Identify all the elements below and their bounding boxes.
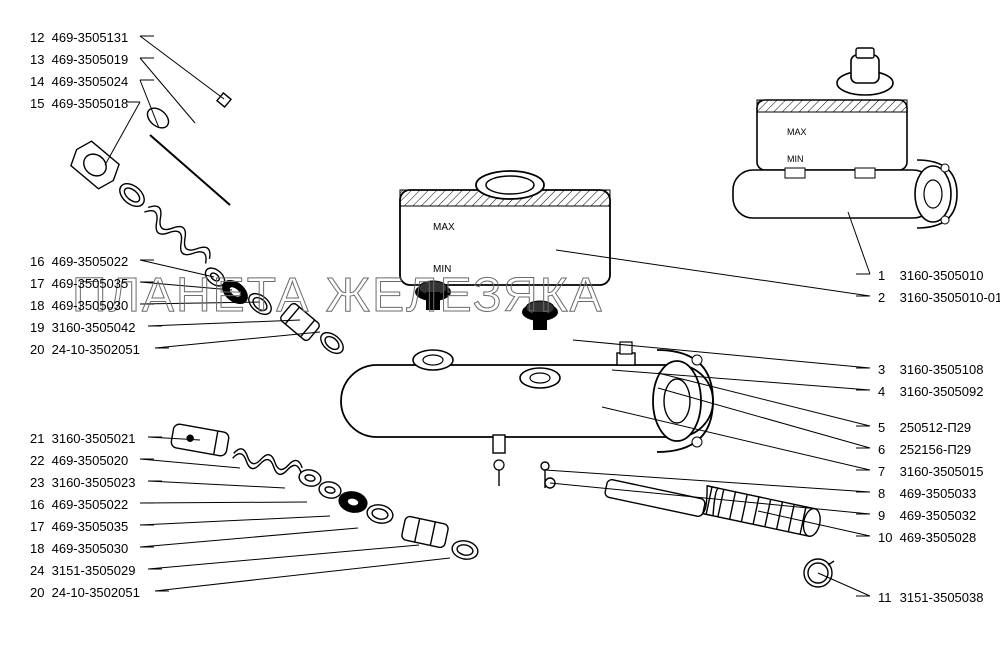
callout-number: 7 [878, 464, 896, 480]
callout-number: 22 [30, 453, 48, 469]
svg-text:MAX: MAX [433, 222, 455, 233]
callout-code: 469-3505024 [48, 74, 128, 89]
parts-illustration: MAX MIN MAX MIN [0, 0, 1000, 659]
callout-number: 5 [878, 420, 896, 436]
callout-number: 15 [30, 96, 48, 112]
callout-number: 1 [878, 268, 896, 284]
callout-label: 12 469-3505131 [30, 30, 128, 46]
callout-number: 21 [30, 431, 48, 447]
callout-number: 20 [30, 585, 48, 601]
callout-code: 469-3505033 [896, 486, 976, 501]
callout-number: 13 [30, 52, 48, 68]
callout-code: 469-3505032 [896, 508, 976, 523]
callout-code: 469-3505018 [48, 96, 128, 111]
callout-label: 6 252156-П29 [878, 442, 971, 458]
callout-code: 3151-3505029 [48, 563, 135, 578]
callout-label: 11 3151-3505038 [878, 590, 983, 606]
callout-label: 22 469-3505020 [30, 453, 128, 469]
callout-number: 19 [30, 320, 48, 336]
callout-code: 3160-3505015 [896, 464, 983, 479]
callout-label: 16 469-3505022 [30, 254, 128, 270]
callout-label: 20 24-10-3502051 [30, 342, 140, 358]
callout-number: 9 [878, 508, 896, 524]
callout-label: 18 469-3505030 [30, 541, 128, 557]
callout-code: 24-10-3502051 [48, 342, 140, 357]
callout-number: 24 [30, 563, 48, 579]
callout-code: 24-10-3502051 [48, 585, 140, 600]
svg-text:MAX: MAX [787, 127, 807, 137]
callout-label: 15 469-3505018 [30, 96, 128, 112]
callout-label: 23 3160-3505023 [30, 475, 135, 491]
callout-number: 16 [30, 497, 48, 513]
callout-code: 469-3505020 [48, 453, 128, 468]
callout-number: 6 [878, 442, 896, 458]
callout-label: 16 469-3505022 [30, 497, 128, 513]
callout-label: 7 3160-3505015 [878, 464, 983, 480]
callout-number: 18 [30, 298, 48, 314]
callout-label: 17 469-3505035 [30, 519, 128, 535]
callout-label: 18 469-3505030 [30, 298, 128, 314]
callout-number: 2 [878, 290, 896, 306]
callout-label: 9 469-3505032 [878, 508, 976, 524]
callout-code: 469-3505035 [48, 519, 128, 534]
callout-code: 3160-3505010-01 [896, 290, 1000, 305]
callout-label: 2 3160-3505010-01 [878, 290, 1000, 306]
callout-code: 3160-3505042 [48, 320, 135, 335]
callout-number: 16 [30, 254, 48, 270]
callout-number: 17 [30, 276, 48, 292]
callout-number: 17 [30, 519, 48, 535]
callout-label: 17 469-3505035 [30, 276, 128, 292]
callout-code: 3160-3505010 [896, 268, 983, 283]
callout-label: 1 3160-3505010 [878, 268, 983, 284]
callout-label: 21 3160-3505021 [30, 431, 135, 447]
callout-code: 469-3505030 [48, 541, 128, 556]
callout-code: 3151-3505038 [896, 590, 983, 605]
callout-label: 3 3160-3505108 [878, 362, 983, 378]
callout-label: 19 3160-3505042 [30, 320, 135, 336]
callout-number: 10 [878, 530, 896, 546]
callout-code: 469-3505022 [48, 497, 128, 512]
callout-number: 11 [878, 590, 896, 606]
watermark-text: ПЛАНЕТА ЖЕЛЕЗЯКА [72, 268, 604, 323]
callout-label: 13 469-3505019 [30, 52, 128, 68]
callout-number: 20 [30, 342, 48, 358]
callout-number: 4 [878, 384, 896, 400]
callout-code: 469-3505035 [48, 276, 128, 291]
callout-code: 252156-П29 [896, 442, 971, 457]
callout-code: 250512-П29 [896, 420, 971, 435]
callout-label: 8 469-3505033 [878, 486, 976, 502]
callout-code: 469-3505131 [48, 30, 128, 45]
callout-label: 20 24-10-3502051 [30, 585, 140, 601]
callout-code: 469-3505022 [48, 254, 128, 269]
callout-number: 3 [878, 362, 896, 378]
callout-code: 3160-3505092 [896, 384, 983, 399]
svg-text:MIN: MIN [787, 154, 804, 164]
callout-number: 18 [30, 541, 48, 557]
callout-code: 469-3505030 [48, 298, 128, 313]
diagram-canvas: MAX MIN MAX MIN [0, 0, 1000, 659]
callout-number: 12 [30, 30, 48, 46]
callout-code: 3160-3505108 [896, 362, 983, 377]
callout-code: 469-3505028 [896, 530, 976, 545]
callout-number: 8 [878, 486, 896, 502]
callout-label: 5 250512-П29 [878, 420, 971, 436]
callout-label: 24 3151-3505029 [30, 563, 135, 579]
callout-label: 10 469-3505028 [878, 530, 976, 546]
callout-label: 4 3160-3505092 [878, 384, 983, 400]
assembly-center: MAX MIN [341, 171, 713, 486]
callout-number: 14 [30, 74, 48, 90]
callout-code: 469-3505019 [48, 52, 128, 67]
callout-code: 3160-3505023 [48, 475, 135, 490]
callout-number: 23 [30, 475, 48, 491]
exploded-chain-bottom [170, 423, 834, 587]
callout-label: 14 469-3505024 [30, 74, 128, 90]
callout-code: 3160-3505021 [48, 431, 135, 446]
assembly-top-right: MAX MIN [733, 48, 957, 228]
